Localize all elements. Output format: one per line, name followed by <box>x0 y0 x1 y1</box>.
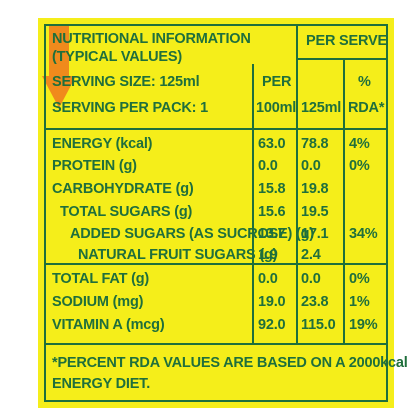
header-divider <box>44 128 388 130</box>
serving-per-pack: SERVING PER PACK: 1 <box>52 100 209 116</box>
row-label: ENERGY (kcal) <box>52 136 153 152</box>
row-label: ADDED SUGARS (AS SUCROSE) (g) <box>70 226 314 242</box>
row-label: PROTEIN (g) <box>52 158 137 174</box>
row-per125: 19.8 <box>301 181 329 197</box>
col-per: PER <box>262 74 292 90</box>
serving-size: SERVING SIZE: 125ml <box>52 74 200 90</box>
row-per100: 92.0 <box>258 317 286 333</box>
row-label: SODIUM (mg) <box>52 294 144 310</box>
row-per125: 78.8 <box>301 136 329 152</box>
row-label: TOTAL SUGARS (g) <box>60 204 193 220</box>
table-border <box>44 24 388 402</box>
footnote-line1: *PERCENT RDA VALUES ARE BASED ON A 2000k… <box>52 355 408 371</box>
title-line2: (TYPICAL VALUES) <box>52 49 182 65</box>
per-serve-divider <box>296 58 388 60</box>
row-per100: 0.0 <box>258 271 278 287</box>
per-serve-heading: PER SERVE <box>306 33 387 49</box>
row-per125: 2.4 <box>301 247 321 263</box>
column-divider-2 <box>296 24 298 345</box>
row-per125: 115.0 <box>301 317 336 333</box>
row-per100: 1.9 <box>258 247 278 263</box>
row-per100: 63.0 <box>258 136 286 152</box>
row-label: TOTAL FAT (g) <box>52 271 150 287</box>
col-100ml: 100ml <box>256 100 297 116</box>
column-divider-3 <box>343 60 345 345</box>
row-label: NATURAL FRUIT SUGARS (g) <box>78 247 278 263</box>
row-rda: 1% <box>349 294 370 310</box>
row-rda: 0% <box>349 271 370 287</box>
row-rda: 0% <box>349 158 370 174</box>
row-divider-carbs <box>44 263 388 265</box>
row-per100: 0.0 <box>258 158 278 174</box>
row-rda: 34% <box>349 226 378 242</box>
row-per125: 0.0 <box>301 271 321 287</box>
row-label: CARBOHYDRATE (g) <box>52 181 194 197</box>
col-125ml: 125ml <box>301 100 342 116</box>
row-per100: 15.8 <box>258 181 286 197</box>
row-per125: 0.0 <box>301 158 321 174</box>
col-pct: % <box>358 74 371 90</box>
row-per100: 19.0 <box>258 294 286 310</box>
row-label: VITAMIN A (mcg) <box>52 317 165 333</box>
row-per125: 17.1 <box>301 226 329 242</box>
column-divider-1 <box>252 64 254 345</box>
row-per100: 15.6 <box>258 204 286 220</box>
title-line1: NUTRITIONAL INFORMATION <box>52 31 251 47</box>
row-rda: 19% <box>349 317 378 333</box>
nutrition-label: NUTRITIONAL INFORMATION (TYPICAL VALUES)… <box>38 18 408 408</box>
row-rda: 4% <box>349 136 370 152</box>
footnote-divider <box>44 343 388 345</box>
row-per125: 23.8 <box>301 294 329 310</box>
orange-arrow-icon <box>42 26 76 108</box>
footnote-line2: ENERGY DIET. <box>52 376 151 392</box>
row-per100: 13.7 <box>258 226 286 242</box>
row-per125: 19.5 <box>301 204 329 220</box>
col-rda: RDA* <box>348 100 385 116</box>
